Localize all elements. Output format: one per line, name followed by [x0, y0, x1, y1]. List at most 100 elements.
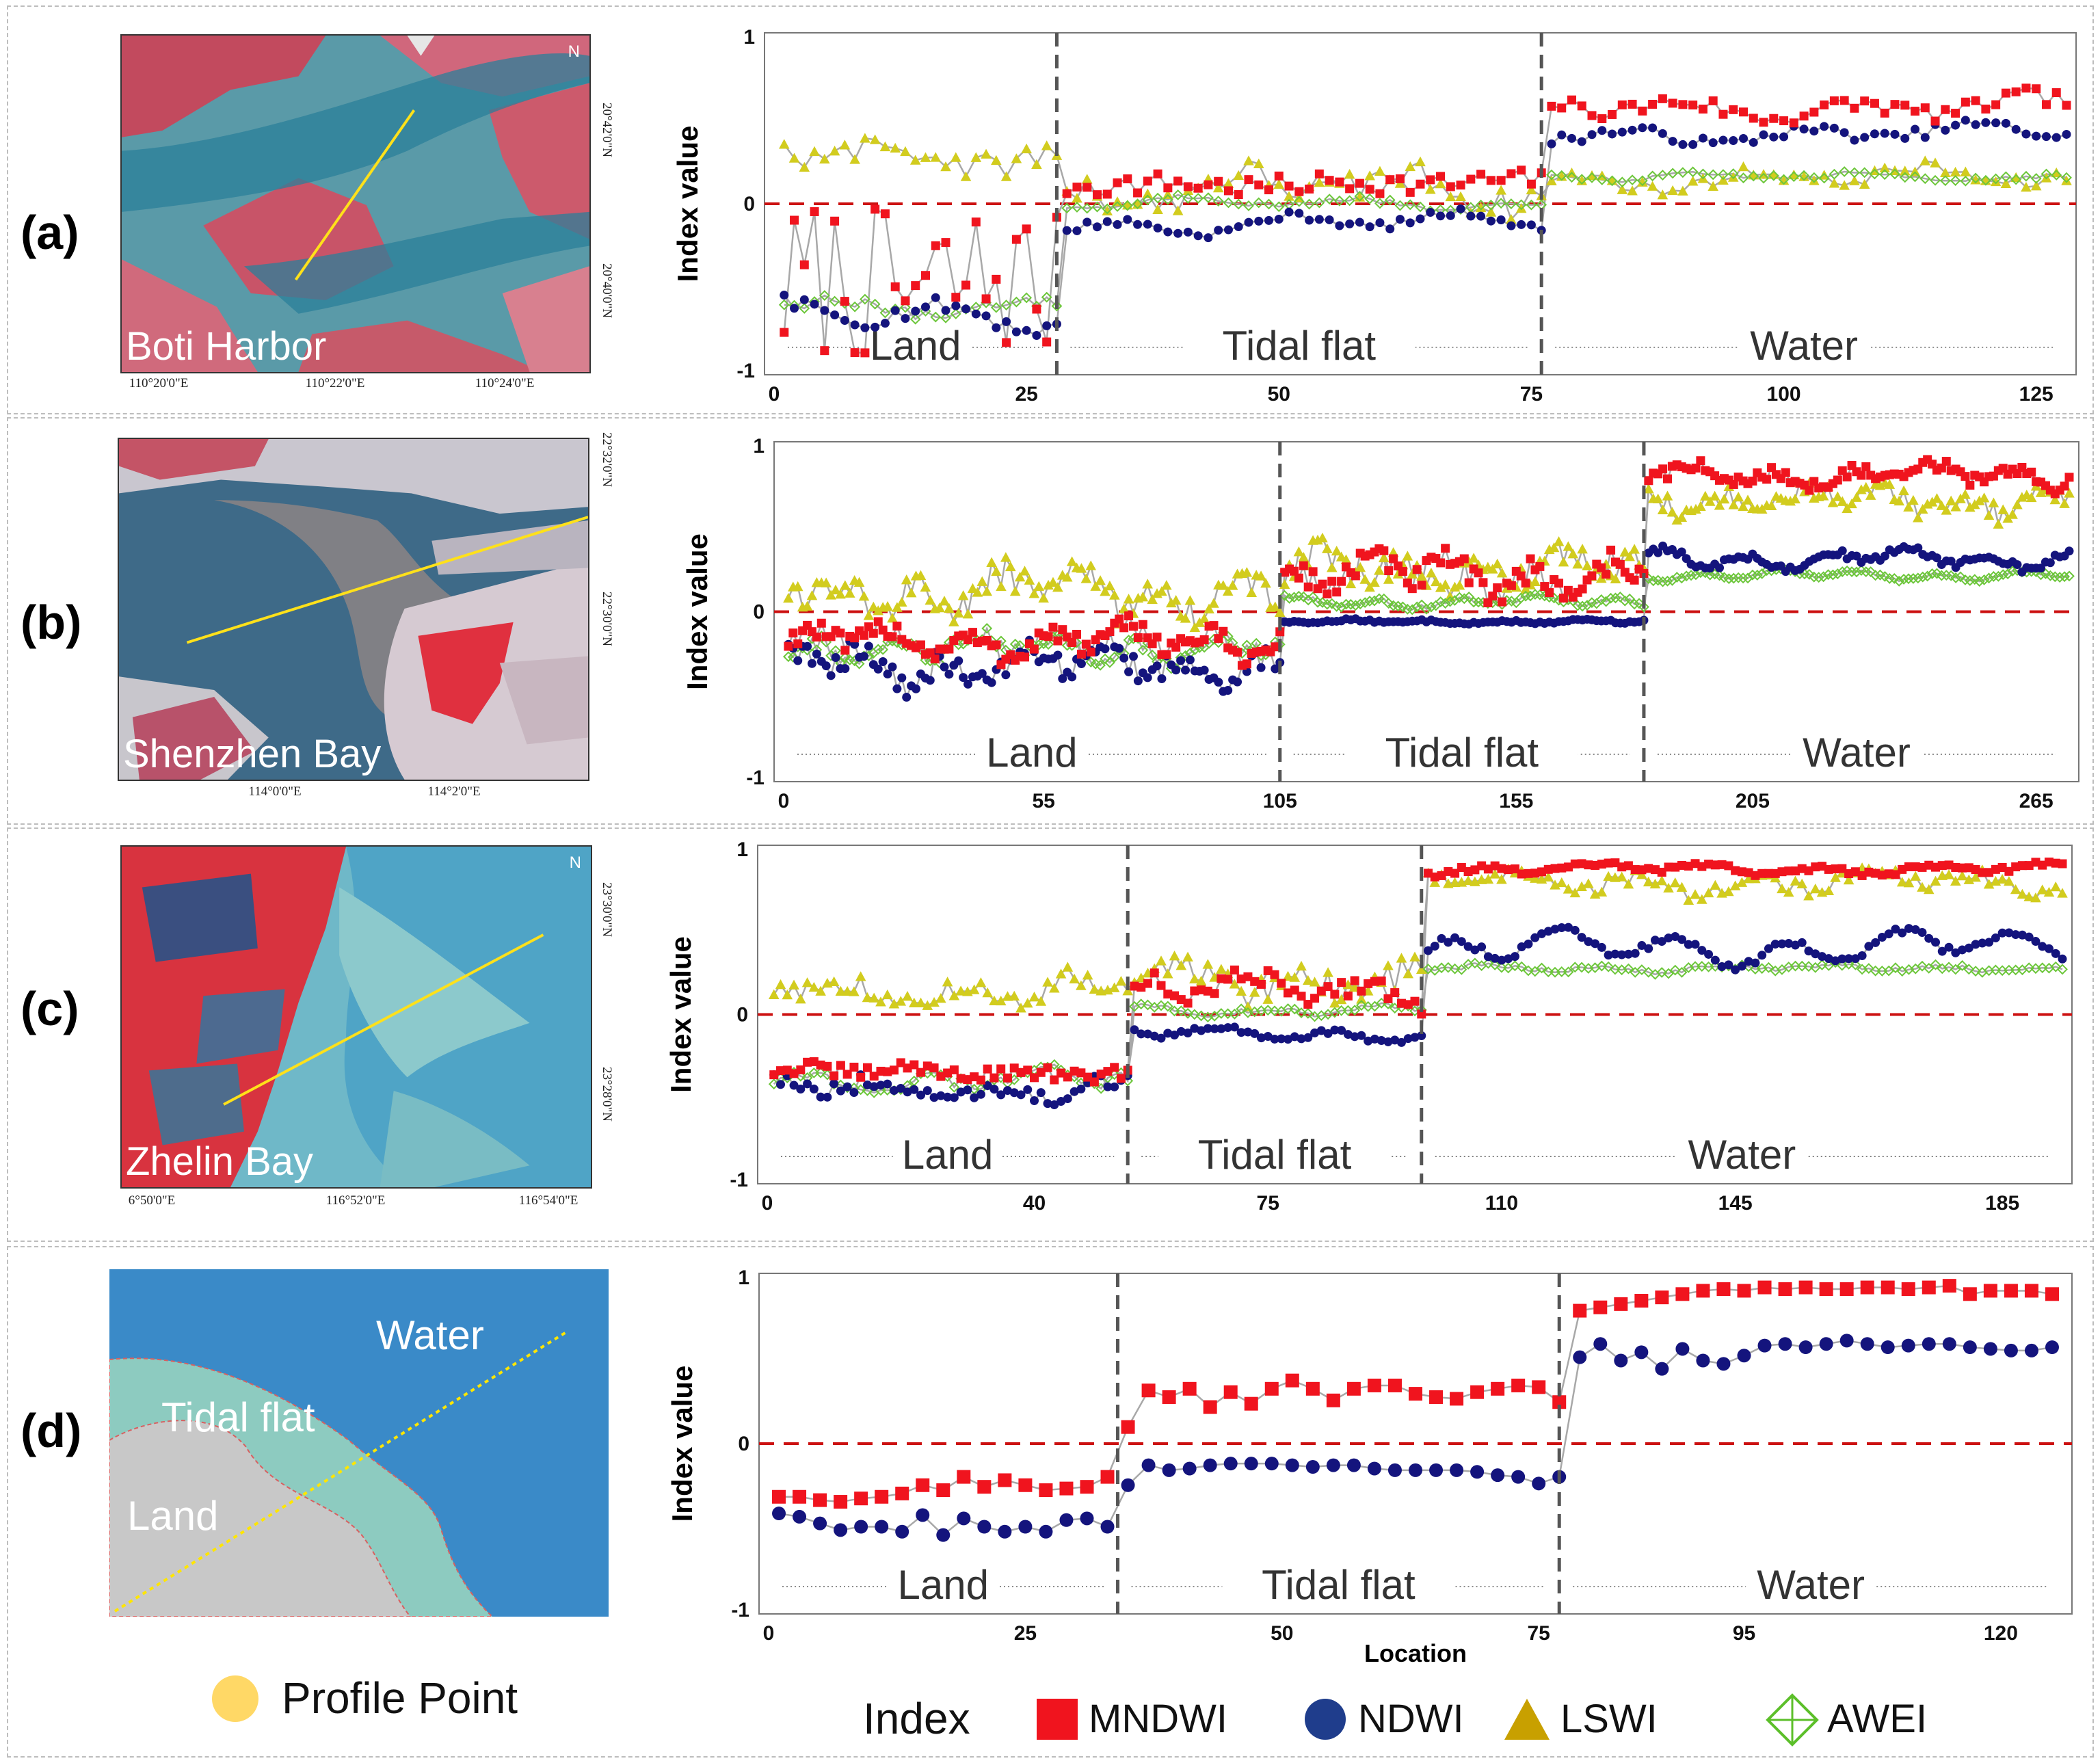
chart-2-lswi-point — [2050, 881, 2062, 892]
chart-1-awei-point — [1964, 575, 1976, 586]
chart-0-awei-point — [1718, 169, 1729, 181]
chart-3-ndwi-point — [2045, 1340, 2059, 1355]
chart-2-mndwi-point — [1811, 862, 1820, 872]
chart-0-mndwi-point — [2032, 84, 2041, 94]
chart-0-ndwi-point — [1829, 123, 1839, 133]
chart-3-ndwi-point — [1675, 1342, 1690, 1356]
chart-1-lswi-point — [887, 613, 898, 623]
chart-2-lswi-point — [1009, 990, 1020, 1001]
chart-3-mndwi-point — [1737, 1284, 1751, 1298]
chart-0-lswi-point — [1455, 191, 1466, 201]
chart-2-mndwi-point — [956, 1074, 966, 1083]
chart-1-lswi-point — [882, 601, 893, 611]
chart-2-ndwi-point — [1537, 929, 1546, 938]
chart-0-awei-point — [1011, 296, 1022, 308]
schematic-water-label: Water — [376, 1312, 484, 1358]
chart-0-lswi-point — [1506, 213, 1517, 224]
chart-3-mndwi-point — [1223, 1385, 1238, 1399]
chart-0-ndwi-point — [1436, 211, 1446, 221]
chart-0-awei-point — [1303, 198, 1315, 210]
chart-2-mndwi-point — [856, 1072, 866, 1082]
chart-2-lswi-point — [1663, 882, 1674, 893]
chart-2-lswi-point — [801, 977, 813, 987]
chart-2-zone-label: Water — [1688, 1132, 1796, 1178]
chart-0-mndwi-point — [1880, 108, 1889, 118]
chart-0-lswi-point — [1839, 180, 1850, 190]
chart-0-ndwi-point — [890, 306, 900, 315]
chart-2-ndwi-point — [1063, 1094, 1072, 1104]
chart-0-mndwi-point — [810, 207, 819, 216]
chart-2-mndwi-point — [816, 1060, 825, 1070]
chart-2-mndwi-point — [1637, 865, 1647, 875]
chart-2-mndwi-point — [876, 1066, 886, 1076]
chart-1-lswi-point — [1378, 552, 1390, 563]
chart-1-awei-point — [1577, 600, 1589, 612]
chart-2-lswi-point — [1115, 976, 1127, 986]
chart-1-mndwi-point — [1436, 558, 1446, 568]
chart-2-awei-point — [1930, 959, 1941, 970]
chart-2-lswi-point — [815, 985, 826, 996]
chart-2-ndwi-point — [1724, 960, 1733, 970]
chart-0-mndwi-point — [1405, 187, 1415, 197]
chart-0-lswi-point — [799, 161, 810, 172]
chart-2-ndwi-point — [2017, 930, 2027, 940]
chart-1-awei-point — [1383, 598, 1394, 609]
chart-0-awei-point — [1394, 200, 1406, 211]
chart-1-lswi-point — [1595, 572, 1607, 583]
chart-3-ndwi-point — [1737, 1349, 1751, 1363]
chart-2-ndwi-point — [1417, 1031, 1426, 1040]
chart-0-ndwi-point — [1214, 226, 1223, 235]
chart-0-lswi-point — [981, 148, 992, 159]
chart-0-ndwi-point — [1093, 222, 1102, 232]
chart-2-lswi-point — [2023, 891, 2034, 901]
chart-1-awei-point — [839, 652, 851, 663]
chart-2-lswi-point — [1569, 887, 1581, 898]
chart-2-mndwi-point — [1690, 859, 1700, 869]
chart-2-awei-point — [1923, 962, 1935, 974]
chart-2-ndwi-point — [956, 1087, 966, 1097]
chart-1-awei-point — [1638, 601, 1649, 613]
chart-0-mndwi-point — [1193, 183, 1203, 193]
chart-2-lswi-point — [1282, 970, 1294, 981]
chart-1-ndwi-point — [1115, 644, 1124, 653]
chart-0-mndwi-point — [1214, 176, 1223, 186]
chart-3-ndwi-point — [1018, 1520, 1033, 1534]
chart-0-lswi-point — [1364, 170, 1375, 181]
chart-1-lswi-point — [896, 596, 907, 607]
chart-1-lswi-point — [1530, 576, 1541, 586]
chart-3-ndwi-point — [1162, 1463, 1176, 1477]
chart-2-ndwi-point — [1023, 1085, 1033, 1094]
chart-1-zone-label-bg — [1791, 727, 1922, 769]
chart-3-mndwi-point — [1901, 1282, 1915, 1297]
chart-0-mndwi-point — [1971, 96, 1980, 105]
chart-0-ndwi-point — [1617, 127, 1627, 137]
chart-2-mndwi-point — [1470, 865, 1480, 875]
chart-1-awei-point — [1407, 604, 1418, 615]
chart-2-ndwi-point — [1430, 942, 1439, 951]
chart-2-mndwi-point — [836, 1061, 845, 1070]
chart-2-mndwi-point — [1290, 985, 1299, 995]
chart-0-mndwi-point — [1223, 186, 1233, 196]
chart-1-awei-point — [877, 644, 889, 655]
chart-2-mndwi-point — [1284, 988, 1293, 998]
chart-1-lswi-point — [1950, 501, 1961, 512]
chart-2-ndwi-point — [1250, 1029, 1260, 1038]
chart-0-lswi-point — [1496, 185, 1506, 195]
map-b-xcoord-0: 114°0'0"E — [248, 784, 302, 799]
chart-1-mndwi-point — [1696, 456, 1705, 466]
chart-2-mndwi-point — [1197, 985, 1206, 994]
chart-2-mndwi-point — [842, 1070, 852, 1079]
chart-1-mndwi-point — [816, 618, 826, 628]
chart-0-lswi-point — [788, 153, 800, 163]
chart-2-mndwi-point — [1490, 861, 1500, 871]
chart-2-mndwi-point — [963, 1075, 972, 1085]
chart-0-awei-point — [1738, 172, 1749, 184]
chart-3-ndwi-point — [1491, 1468, 1505, 1483]
chart-0-mndwi-point — [1526, 179, 1536, 189]
chart-1-lswi-point — [1199, 613, 1210, 624]
chart-1-ndwi-point — [1058, 674, 1067, 683]
chart-2-lswi-point — [1669, 877, 1681, 888]
chart-0-awei-point — [1051, 300, 1063, 312]
chart-2-lswi-point — [1903, 877, 1915, 888]
chart-0-ndwi-point — [951, 301, 961, 310]
